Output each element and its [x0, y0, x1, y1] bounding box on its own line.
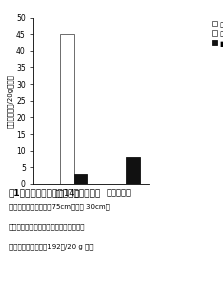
Text: 調査土壌は甸間と株間から均等に採取。: 調査土壌は甸間と株間から均等に採取。 — [9, 223, 85, 230]
Y-axis label: 線虫密度（頭/20g生土）: 線虫密度（頭/20g生土） — [7, 74, 13, 128]
Text: 注）栽植間隔は、甸間75cm、株間 30cm。: 注）栽植間隔は、甸間75cm、株間 30cm。 — [9, 203, 110, 210]
Legend: □捨舉7２ヶ月後, □捨舉7３ヶ月後, ■捨舉7５ヶ月後: □捨舉7２ヶ月後, □捨舉7３ヶ月後, ■捨舉7５ヶ月後 — [212, 21, 223, 47]
Bar — [126, 157, 140, 184]
Text: 図1　時期別のネコブセンチュウ密度: 図1 時期別のネコブセンチュウ密度 — [9, 188, 101, 197]
Text: 栄培前の線虫密度は192頭/20 g 生土: 栄培前の線虫密度は192頭/20 g 生土 — [9, 244, 93, 251]
Bar — [74, 174, 87, 184]
Bar — [60, 34, 74, 184]
